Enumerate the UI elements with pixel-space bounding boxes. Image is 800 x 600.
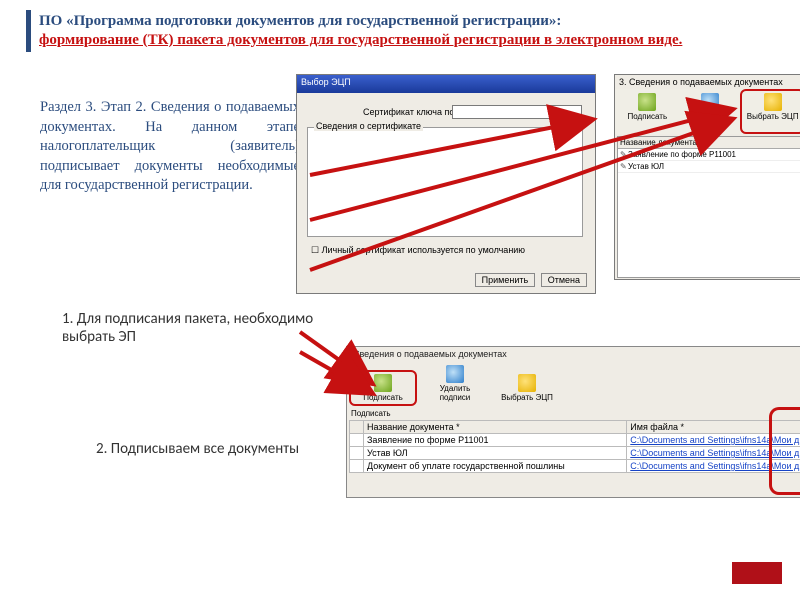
step-1-text: 1. Для подписания пакета, необходимо выб… (62, 310, 342, 346)
delete-button-2-label: Удалить подписи (424, 384, 486, 402)
delete-icon (446, 365, 464, 383)
sign-button[interactable]: Подписать (617, 91, 678, 132)
delete-icon (701, 93, 719, 111)
delete-signatures-button-2[interactable]: Удалить подписи (423, 363, 487, 404)
right-red-bracket (769, 407, 800, 495)
pencil-icon: ✎ (620, 162, 628, 171)
sign-icon (374, 374, 392, 392)
grid-row[interactable]: ✎Устав ЮЛ (618, 161, 800, 173)
dialog-titlebar: Выбор ЭЦП (297, 75, 595, 93)
pencil-icon: ✎ (620, 150, 628, 159)
sign-button-label: Подписать (628, 112, 668, 121)
podpisat-tab[interactable]: Подписать (351, 409, 391, 418)
sign-button-2-label: Подписать (363, 393, 403, 402)
cell-name: Заявление по форме Р11001 (364, 434, 627, 447)
title-line1: ПО «Программа подготовки документов для … (39, 12, 774, 31)
pick-ecp-label-2: Выбрать ЭЦП (501, 393, 553, 402)
title-block: ПО «Программа подготовки документов для … (26, 10, 782, 52)
step-2-text: 2. Подписываем все документы (96, 440, 336, 458)
cert-combobox[interactable] (452, 105, 582, 119)
pick-ecp-icon (764, 93, 782, 111)
cert-info-legend: Сведения о сертификате (314, 121, 423, 131)
pick-ecp-icon (518, 374, 536, 392)
table-row[interactable]: Документ об уплате государственной пошли… (350, 460, 800, 473)
table-row[interactable]: Устав ЮЛ C:\Documents and Settings\ifns1… (350, 447, 800, 460)
cell-name: Устав ЮЛ (364, 447, 627, 460)
delete-button-label: Удалить подписи (681, 112, 740, 130)
col-name: Название документа * (364, 421, 627, 434)
table-row[interactable]: Заявление по форме Р11001 C:\Documents a… (350, 434, 800, 447)
pick-ecp-button[interactable]: Выбрать ЭЦП (742, 91, 800, 132)
signature-dialog: Выбор ЭЦП Сертификат ключа подписи Сведе… (296, 74, 596, 294)
documents-panel: 3. Сведения о подаваемых документах Подп… (614, 74, 800, 280)
delete-signatures-button[interactable]: Удалить подписи (680, 91, 741, 132)
cert-info-frame: Сведения о сертификате (307, 127, 583, 237)
documents-table-strip: Сведения о подаваемых документах Подписа… (346, 346, 800, 498)
pick-ecp-label: Выбрать ЭЦП (747, 112, 799, 121)
documents-table: Название документа * Имя файла * Подп За… (349, 420, 800, 473)
body-paragraph: Раздел 3. Этап 2. Сведения о подаваемых … (40, 98, 300, 196)
footer-red-bar (732, 562, 782, 584)
sign-button-2[interactable]: Подписать (351, 372, 415, 404)
documents-grid: Название документа * ✎Заявление по форме… (617, 136, 800, 278)
grid-cell: Устав ЮЛ (628, 162, 664, 171)
documents-panel-header: 3. Сведения о подаваемых документах (615, 75, 800, 89)
grid-row[interactable]: ✎Заявление по форме Р11001 (618, 149, 800, 161)
title-line2: формирование (ТК) пакета документов для … (39, 31, 774, 50)
default-cert-checkbox[interactable]: ☐ Личный сертификат используется по умол… (311, 245, 525, 256)
grid-cell: Заявление по форме Р11001 (628, 150, 736, 159)
apply-button[interactable]: Применить (475, 273, 536, 287)
strip-header: Сведения о подаваемых документах (347, 347, 800, 361)
cell-name: Документ об уплате государственной пошли… (364, 460, 627, 473)
pick-ecp-button-2[interactable]: Выбрать ЭЦП (495, 372, 559, 404)
cancel-button[interactable]: Отмена (541, 273, 587, 287)
grid-header: Название документа * (618, 137, 800, 149)
sign-icon (638, 93, 656, 111)
